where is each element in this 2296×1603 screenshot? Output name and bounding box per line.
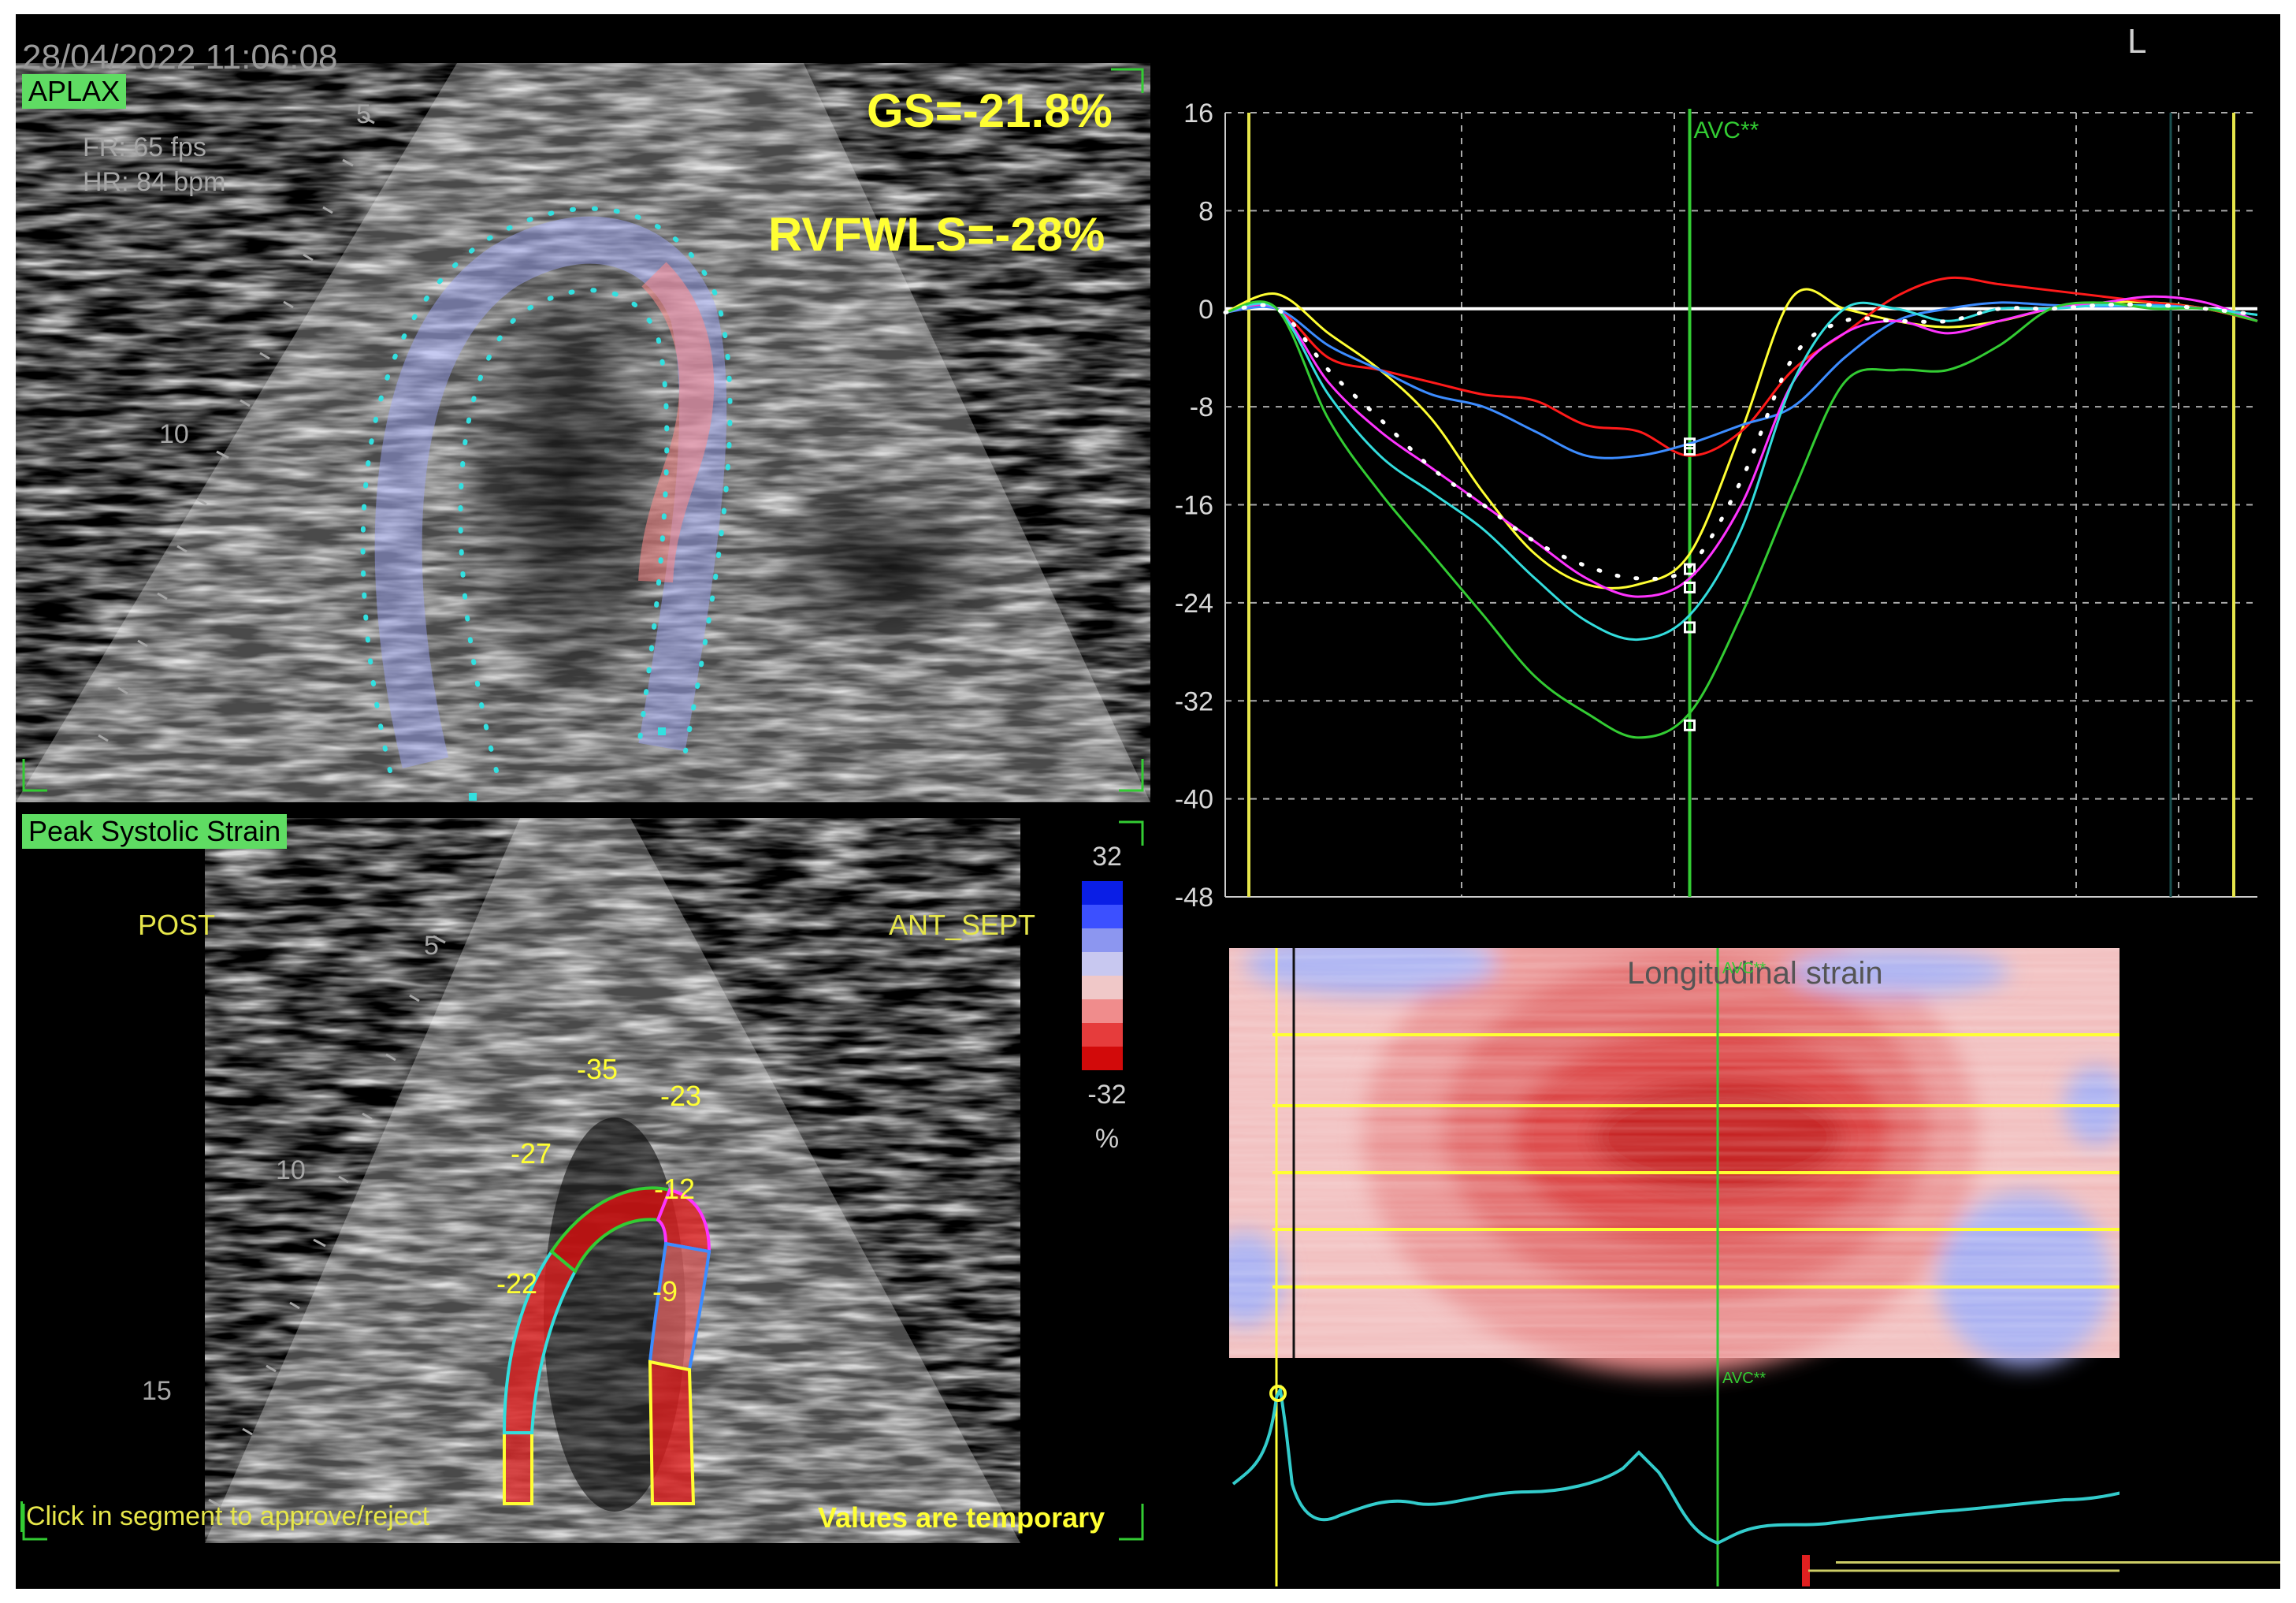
segment-value: -27 — [511, 1137, 552, 1170]
playback-cursor[interactable] — [1802, 1555, 1810, 1586]
segment-value: -9 — [652, 1275, 678, 1307]
timeline-bar — [1836, 1561, 2280, 1564]
heart-rate: HR: 84 bpm — [83, 167, 226, 197]
y-tick-label: 8 — [1198, 196, 1213, 226]
rvfwls-value: RVFWLS=-28% — [768, 208, 1105, 261]
y-tick-label: -8 — [1190, 392, 1213, 422]
avc-marker-label: AVC** — [1722, 960, 1767, 977]
depth-mark-5: 5 — [356, 99, 371, 129]
strain-map-panel[interactable] — [1229, 948, 2120, 1586]
colorbar-step — [1082, 905, 1123, 928]
depth-ticks — [98, 115, 375, 742]
ecg-trace — [1232, 1384, 2120, 1545]
strain-curve[interactable] — [1224, 295, 2258, 598]
segment-basal-post[interactable] — [503, 1431, 533, 1505]
avc-marker-label: AVC** — [1694, 117, 1759, 143]
corner-letter: L — [2127, 22, 2147, 61]
segment-value: -22 — [496, 1267, 538, 1300]
strain-curve[interactable] — [1224, 300, 2258, 739]
strain-curve[interactable] — [1224, 301, 2258, 642]
segment-boundaries — [1272, 1033, 2120, 1289]
peak-marker[interactable] — [1684, 621, 1696, 634]
depth-mark-10: 10 — [159, 419, 189, 449]
frame-rate: FR: 65 fps — [83, 132, 206, 162]
echo-image-bottom[interactable] — [16, 810, 1150, 1567]
strain-curve[interactable] — [1223, 303, 2260, 581]
colorbar-step — [1082, 999, 1123, 1023]
wall-label-ant-sept: ANT_SEPT — [889, 909, 1036, 941]
peak-marker[interactable] — [1684, 437, 1696, 450]
colorbar-step — [1082, 952, 1123, 976]
colorbar — [1082, 881, 1123, 1070]
strain-segments[interactable] — [502, 1186, 711, 1505]
echo-screen: 28/04/2022 11:06:08 APLAX FR: 65 fps HR:… — [16, 14, 2280, 1589]
tracking-points[interactable] — [360, 206, 733, 773]
panel-title: Peak Systolic Strain — [22, 814, 288, 849]
colorbar-step — [1082, 1047, 1123, 1070]
colorbar-step — [1082, 881, 1123, 905]
timestamp: 28/04/2022 11:06:08 — [22, 38, 338, 76]
segment-basal-sept[interactable] — [648, 1359, 696, 1505]
colorbar-step — [1082, 1023, 1123, 1047]
peak-marker[interactable] — [1684, 719, 1696, 731]
colorbar-step — [1082, 928, 1123, 952]
depth-mark-15: 15 — [142, 1376, 172, 1406]
colorbar-unit: % — [1094, 1124, 1120, 1154]
y-tick-label: -32 — [1175, 686, 1213, 716]
segment-value: -35 — [577, 1053, 619, 1085]
view-label: APLAX — [22, 74, 127, 109]
segment-value: -23 — [660, 1080, 702, 1112]
segment-value: -12 — [654, 1173, 696, 1205]
strain-map-title: Longitudinal strain — [1627, 956, 1883, 991]
strain-curve[interactable] — [1224, 288, 2258, 590]
depth-mark-5: 5 — [424, 931, 439, 961]
approve-instruction[interactable]: Click in segment to approve/reject — [20, 1501, 429, 1532]
echo-image-top[interactable] — [16, 14, 1150, 810]
strain-curve[interactable] — [1224, 276, 2258, 457]
depth-mark-10: 10 — [276, 1155, 306, 1185]
strain-curve[interactable] — [1224, 301, 2258, 459]
tracking-band — [374, 216, 727, 768]
peak-marker[interactable] — [1684, 444, 1696, 456]
y-tick-label: -24 — [1175, 589, 1213, 619]
avc-marker-label: AVC** — [1722, 1370, 1767, 1387]
colorbar-min: -32 — [1087, 1080, 1127, 1110]
temporary-values-note: Values are temporary — [818, 1501, 1105, 1534]
gs-value: GS=-21.8% — [867, 84, 1113, 137]
colorbar-max: 32 — [1092, 842, 1122, 872]
tracking-band-red — [638, 262, 715, 583]
ecg-marker[interactable] — [1269, 1385, 1287, 1402]
y-tick-label: -48 — [1175, 883, 1213, 913]
y-tick-label: 16 — [1183, 99, 1213, 128]
wall-label-post: POST — [138, 909, 216, 941]
colorbar-step — [1082, 976, 1123, 999]
strain-curves-chart[interactable]: 16 8 0 -8 -16 -24 -32 -40 -48 AVC** — [1150, 69, 2280, 921]
peak-marker[interactable] — [1684, 581, 1696, 593]
depth-ticks — [208, 935, 446, 1508]
y-tick-label: -16 — [1175, 491, 1213, 521]
y-tick-label: -40 — [1175, 785, 1213, 815]
y-tick-label: 0 — [1198, 295, 1213, 325]
